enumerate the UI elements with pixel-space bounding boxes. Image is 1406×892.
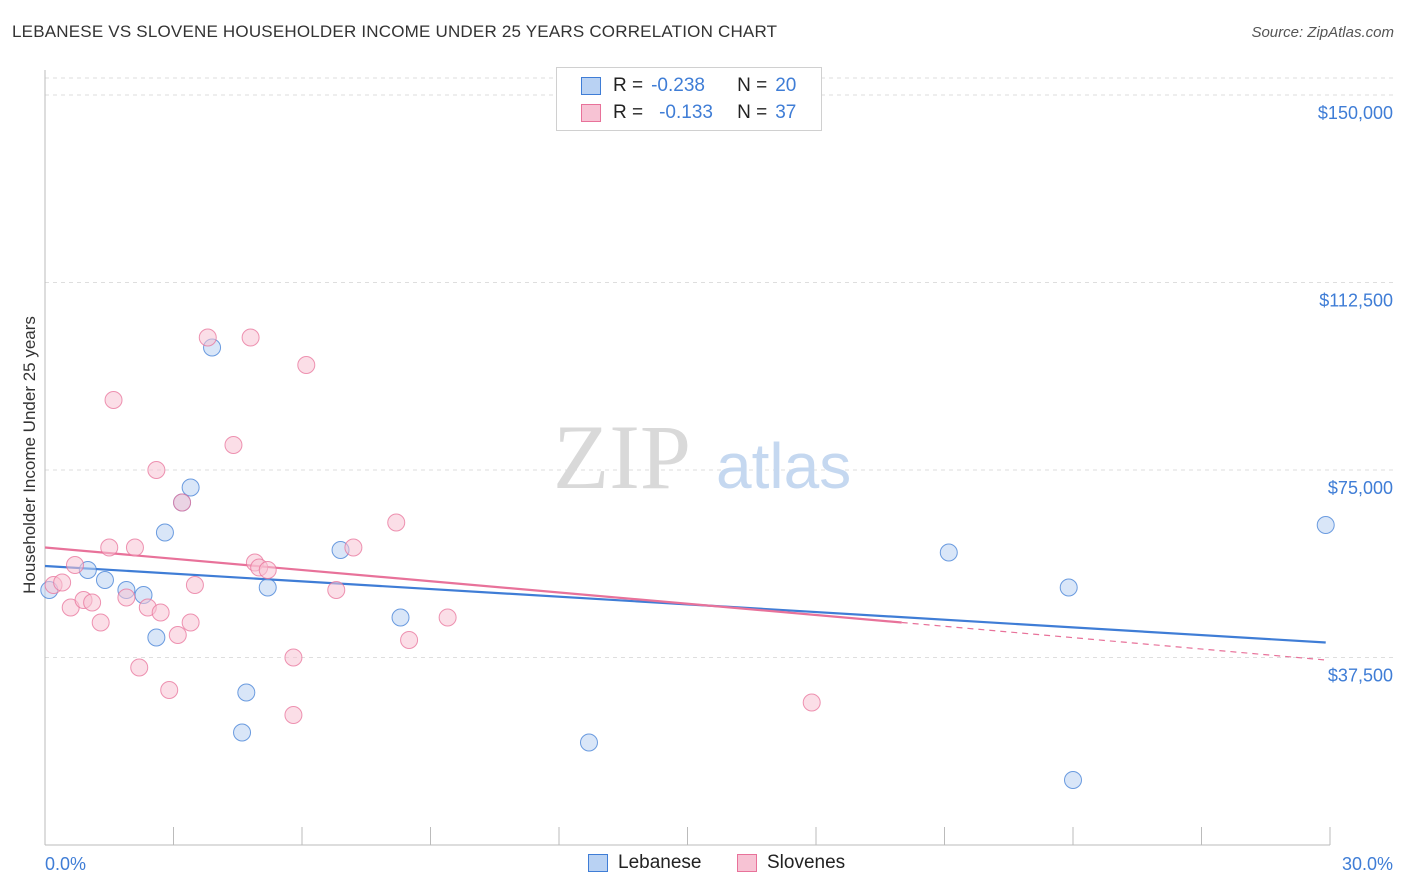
trend-line-slovenes — [44, 546, 902, 624]
data-point-slovenes — [151, 603, 170, 622]
bottom-swatch-pink — [737, 854, 757, 872]
bottom-legend-slovenes: Slovenes — [737, 852, 845, 874]
legend-swatch-blue — [581, 77, 601, 95]
data-point-lebanese — [237, 683, 256, 702]
data-point-slovenes — [224, 436, 243, 454]
grid-lines — [45, 77, 1395, 658]
data-points — [40, 328, 1335, 789]
watermark-zip: ZIP — [553, 406, 691, 508]
data-point-slovenes — [65, 556, 84, 574]
bottom-swatch-blue — [588, 854, 608, 872]
data-point-lebanese — [147, 628, 166, 647]
data-point-slovenes — [160, 681, 179, 699]
legend-r-value: -0.238 — [651, 75, 705, 96]
bottom-legend-label: Lebanese — [618, 852, 702, 873]
bottom-legend-lebanese: Lebanese — [588, 852, 701, 874]
data-point-slovenes — [130, 658, 149, 677]
data-point-lebanese — [95, 571, 114, 589]
axes — [44, 70, 1331, 846]
data-point-slovenes — [125, 538, 144, 557]
data-point-slovenes — [344, 538, 363, 557]
data-point-lebanese — [155, 523, 174, 542]
data-point-slovenes — [802, 693, 821, 712]
legend-swatch-pink — [581, 104, 601, 122]
data-point-lebanese — [1064, 771, 1082, 789]
data-point-lebanese — [1059, 578, 1078, 597]
data-point-slovenes — [284, 648, 303, 667]
data-point-slovenes — [387, 513, 406, 532]
legend-n-value: 37 — [775, 102, 797, 123]
legend-n-value: 20 — [775, 75, 797, 96]
bottom-legend-label: Slovenes — [767, 852, 846, 873]
data-point-slovenes — [173, 493, 192, 512]
data-point-slovenes — [83, 593, 102, 612]
data-point-lebanese — [181, 478, 200, 497]
chart-title: LEBANESE VS SLOVENE HOUSEHOLDER INCOME U… — [12, 22, 778, 41]
tick-labels: $37,500 $75,000 $112,500 $150,000 0.0% 30.0% — [45, 103, 1393, 874]
data-point-slovenes — [100, 538, 119, 557]
data-point-slovenes — [438, 608, 457, 627]
data-point-slovenes — [400, 631, 419, 649]
legend-n-label: N = — [737, 102, 768, 123]
legend-row-slovenes: R = -0.133 N = 37 — [581, 101, 796, 125]
data-point-lebanese — [1316, 516, 1335, 534]
y-tick-label: $37,500 — [1328, 666, 1393, 686]
legend-r-label: R = — [613, 75, 644, 96]
y-tick-label: $112,500 — [1319, 291, 1393, 311]
y-axis-title: Householder Income Under 25 years — [20, 316, 39, 594]
legend: R = -0.238 N = 20 R = -0.133 N = 37 — [556, 67, 822, 131]
x-tick-label: 0.0% — [45, 854, 86, 874]
trend-line-dashed-slovenes — [901, 621, 1326, 661]
data-point-slovenes — [198, 328, 217, 347]
data-point-slovenes — [258, 561, 277, 579]
data-point-lebanese — [233, 723, 252, 742]
data-point-slovenes — [104, 391, 123, 409]
data-point-slovenes — [241, 328, 260, 347]
data-point-slovenes — [327, 581, 346, 599]
legend-row-lebanese: R = -0.238 N = 20 — [581, 74, 796, 98]
data-point-slovenes — [284, 706, 303, 724]
data-point-slovenes — [53, 573, 72, 592]
y-tick-label: $150,000 — [1318, 103, 1393, 123]
legend-r-label: R = — [613, 102, 644, 123]
x-tick-label: 30.0% — [1342, 854, 1393, 874]
data-point-slovenes — [168, 626, 187, 644]
data-point-lebanese — [939, 543, 958, 562]
trend-lines — [44, 546, 1326, 661]
data-point-lebanese — [258, 578, 277, 597]
source-label: Source: ZipAtlas.com — [1251, 24, 1394, 41]
data-point-slovenes — [185, 576, 204, 594]
data-point-lebanese — [579, 733, 598, 752]
data-point-slovenes — [147, 461, 166, 479]
data-point-lebanese — [391, 608, 410, 627]
data-point-slovenes — [297, 356, 316, 374]
watermark-atlas: atlas — [716, 430, 851, 502]
data-point-slovenes — [117, 588, 136, 607]
data-point-slovenes — [91, 613, 110, 632]
legend-n-label: N = — [737, 75, 768, 96]
y-tick-label: $75,000 — [1328, 478, 1393, 498]
data-point-slovenes — [181, 613, 200, 632]
legend-r-value: -0.133 — [659, 102, 713, 123]
